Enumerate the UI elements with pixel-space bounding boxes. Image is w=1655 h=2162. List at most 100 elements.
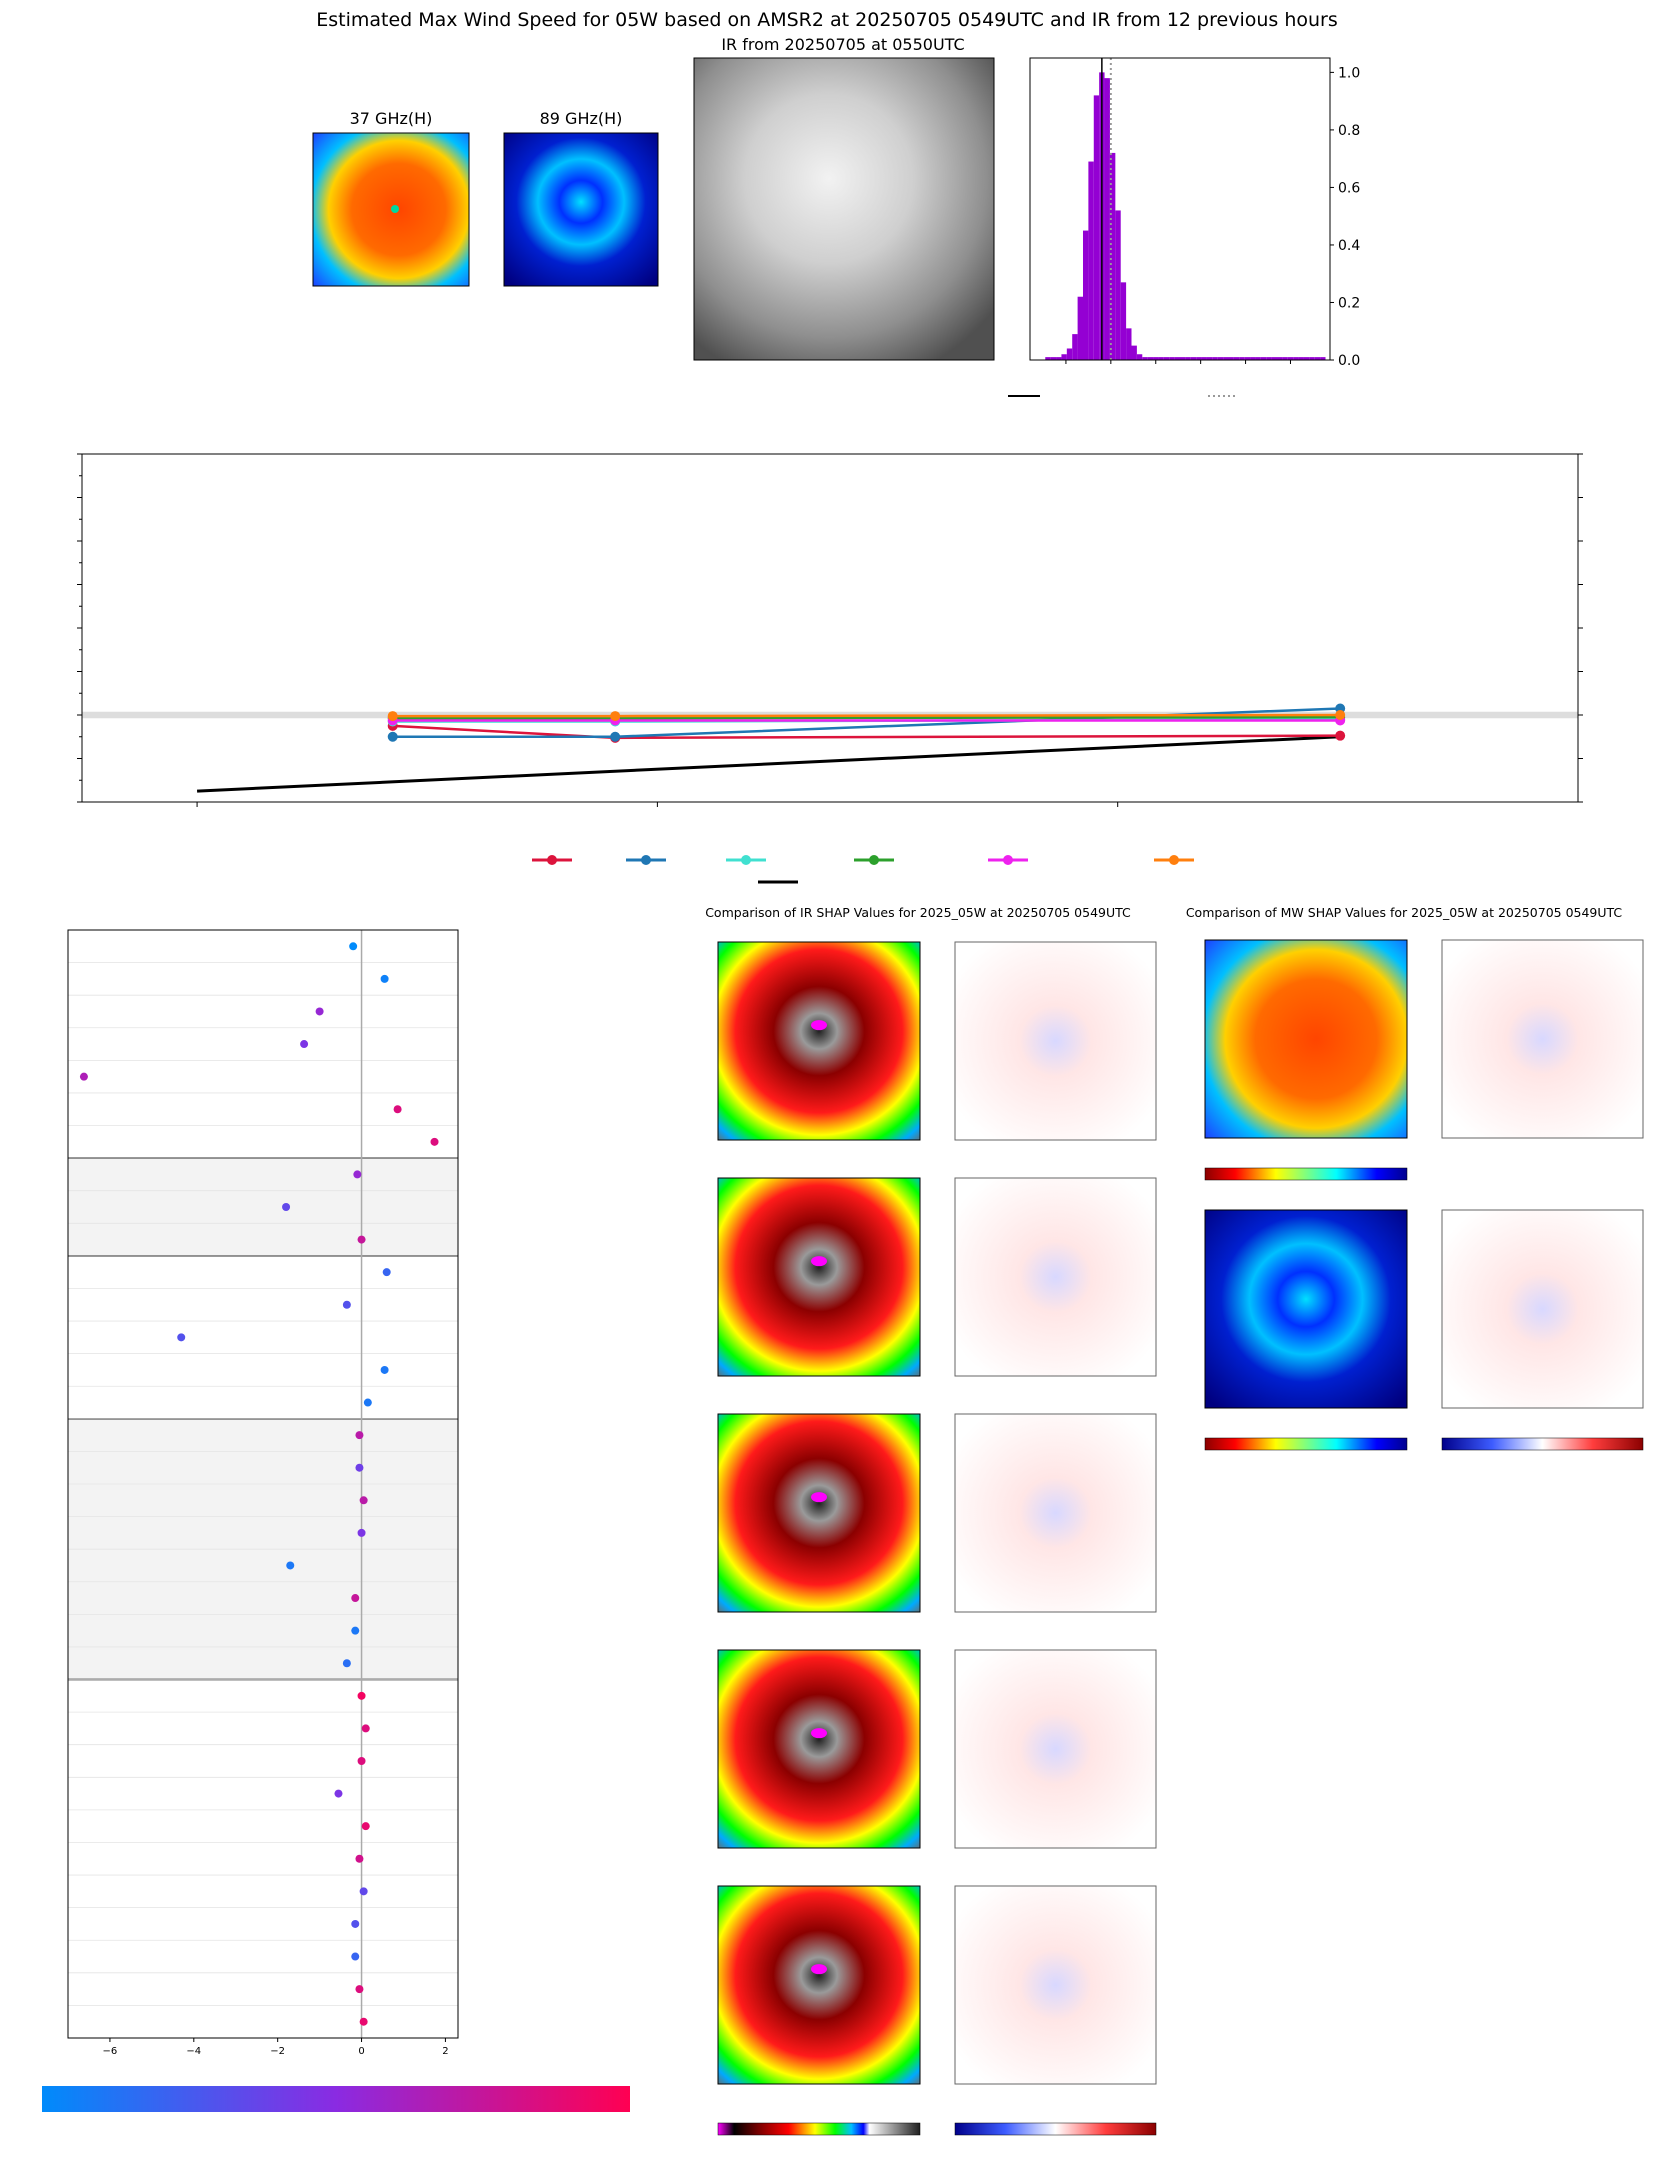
feature-point — [357, 1528, 366, 1537]
hist-bar — [1255, 357, 1261, 360]
hist-ytick-label: 1.0 — [1338, 65, 1360, 81]
ir-eye-marker — [811, 1728, 827, 1739]
ir-comparison-title: Comparison of IR SHAP Values for 2025_05… — [705, 905, 1131, 920]
hist-bar — [1303, 357, 1310, 360]
hist-bar — [1277, 357, 1283, 360]
feat-xtick-label: −4 — [186, 2046, 201, 2057]
feature-point — [363, 1398, 372, 1407]
feat-xtick-label: 2 — [442, 2046, 448, 2057]
feature-point — [300, 1040, 309, 1049]
mw37-thumbnail — [312, 132, 470, 287]
hist-bar — [1223, 357, 1229, 360]
hist-bar — [1077, 296, 1083, 360]
ts-legend-marker — [1169, 855, 1179, 865]
feature-value-colorbar — [42, 2086, 630, 2112]
msw-histogram: 0.0 0.2 0.4 0.6 0.8 1.0 — [1008, 57, 1360, 397]
feature-point — [359, 1496, 368, 1505]
hist-bar — [1196, 357, 1202, 360]
hist-bar — [1282, 357, 1288, 360]
hist-bar — [1287, 357, 1294, 360]
ir-shap-map — [954, 1649, 1157, 1849]
hist-bar — [1169, 357, 1175, 360]
hist-bar — [1147, 357, 1154, 360]
feature-point — [355, 1463, 364, 1472]
mw-map — [1204, 939, 1408, 1139]
hist-bar — [1266, 357, 1272, 360]
hist-bar — [1072, 334, 1078, 360]
feature-point — [355, 1431, 364, 1440]
hist-bar — [1320, 357, 1326, 360]
hist-ytick-label: 0.8 — [1338, 123, 1360, 139]
hist-bar — [1174, 357, 1180, 360]
hist-ytick-label: 0.6 — [1338, 180, 1360, 196]
hist-ytick-label: 0.2 — [1338, 295, 1360, 311]
ir-map — [717, 1177, 921, 1377]
ts-legend-marker — [741, 855, 751, 865]
feature-point — [355, 1985, 364, 1994]
mw-comparison-panel: Comparison of MW SHAP Values for 2025_05… — [1186, 905, 1644, 1451]
feature-point — [430, 1137, 439, 1146]
ts-legend-marker — [547, 855, 557, 865]
feature-point — [359, 2017, 368, 2026]
hist-bar — [1228, 357, 1234, 360]
series-point — [387, 711, 398, 722]
ts-legend-marker — [1003, 855, 1013, 865]
feature-point — [286, 1561, 295, 1570]
ir-map — [717, 1885, 921, 2085]
feat-xtick-label: −6 — [103, 2046, 118, 2057]
feature-point — [315, 1007, 324, 1016]
hist-bar — [1314, 357, 1321, 360]
hist-bar — [1093, 95, 1100, 360]
hist-bar — [1126, 328, 1132, 360]
hist-bar — [1109, 152, 1116, 360]
feature-point — [351, 1952, 360, 1961]
shap-timeseries-chart — [77, 453, 1583, 884]
hist-bar — [1233, 357, 1240, 360]
feature-point — [380, 1365, 389, 1374]
hist-frame — [1029, 57, 1331, 361]
hist-bar — [1244, 357, 1251, 360]
feat-xtick-label: −2 — [270, 2046, 285, 2057]
hist-bar — [1250, 357, 1256, 360]
hist-bar — [1163, 357, 1170, 360]
hist-bar — [1185, 357, 1191, 360]
feature-point — [342, 1300, 351, 1309]
series-line-position — [392, 715, 1341, 720]
mw37-eye-marker — [391, 205, 399, 213]
hist-bar — [1136, 354, 1143, 360]
hist-bar — [1131, 345, 1137, 360]
shap-feature-chart: −6 −4 −2 0 2 — [42, 929, 630, 2112]
ir-eye-marker — [811, 1964, 827, 1975]
hist-bar — [1082, 230, 1089, 360]
feature-point — [342, 1659, 351, 1668]
hist-bar — [1239, 357, 1245, 360]
panel-89-title: 89 GHz(H) — [540, 109, 623, 128]
feature-point — [282, 1203, 291, 1211]
feature-point — [334, 1789, 343, 1798]
hist-bar — [1158, 357, 1164, 360]
ir-map — [717, 941, 921, 1141]
hist-bar — [1115, 210, 1121, 360]
ir-eye-marker — [811, 1256, 827, 1267]
ir-map — [717, 1649, 921, 1849]
ir-image — [693, 57, 995, 361]
series-point — [610, 711, 621, 722]
hist-bar — [1142, 357, 1148, 360]
group-shade — [68, 1158, 458, 1256]
feature-point — [351, 1594, 360, 1603]
ir-shap-colorbar — [954, 2122, 1157, 2136]
ir-eye-marker — [811, 1020, 827, 1031]
hist-bar — [1061, 354, 1067, 360]
hist-bar — [1120, 282, 1127, 360]
series-point — [610, 731, 621, 742]
hist-ytick-label: 0.4 — [1338, 238, 1360, 254]
hist-ytick-label: 0.0 — [1338, 353, 1360, 369]
mw-shap-colorbar — [1441, 1437, 1644, 1451]
ir-shap-map — [954, 1177, 1157, 1377]
ts-legend-marker — [641, 855, 651, 865]
ir-shap-map — [954, 941, 1157, 1141]
mw-map — [1204, 1209, 1408, 1409]
feature-point — [351, 1919, 360, 1928]
hist-bar — [1206, 357, 1213, 360]
mw-shap-map — [1441, 1209, 1644, 1409]
